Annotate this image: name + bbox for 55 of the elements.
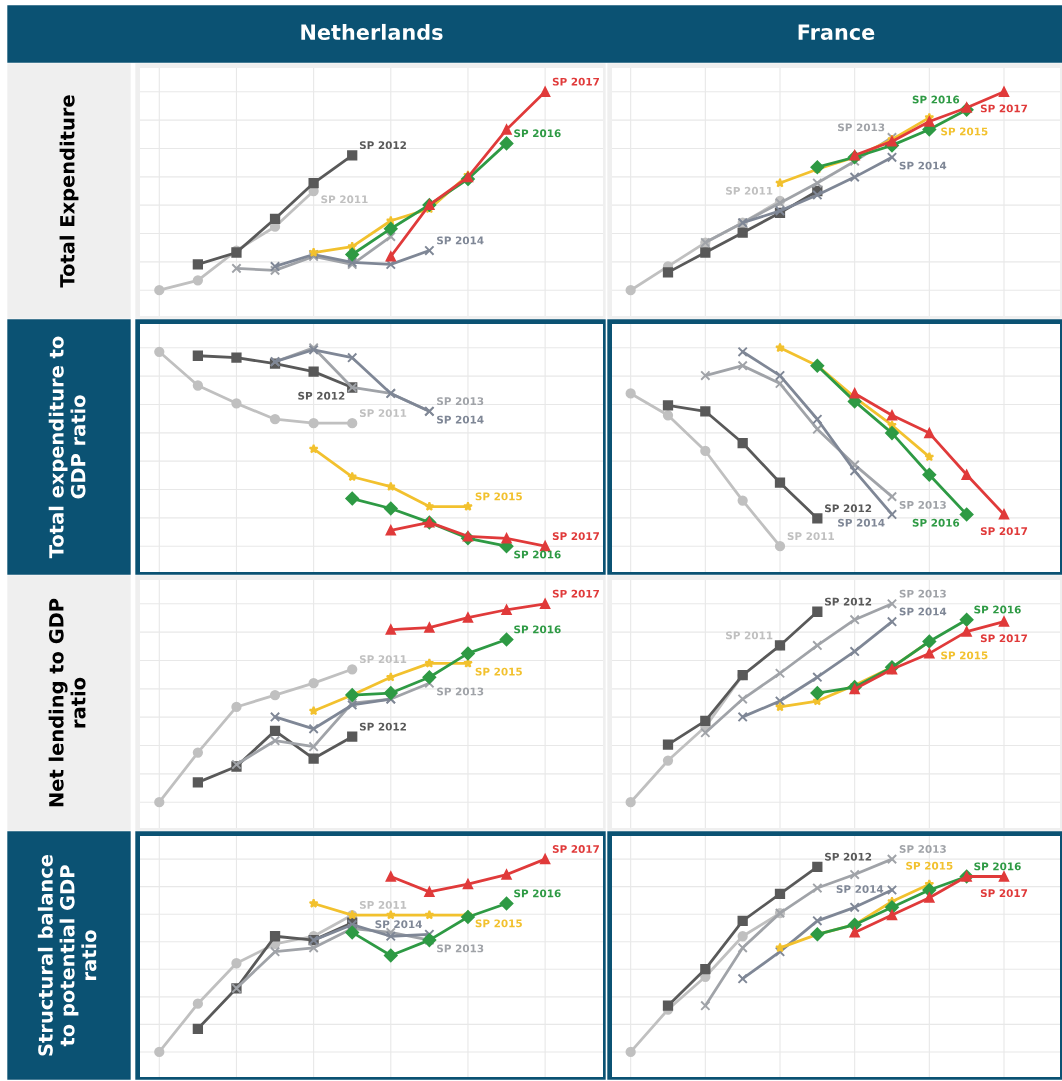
- series-label: SP 2017: [980, 527, 1028, 536]
- y-axis-title: Structural balance to potential GDP ratio: [37, 854, 97, 1056]
- series-label: SP 2012: [359, 722, 406, 731]
- series-label: SP 2015: [906, 861, 953, 870]
- series-label: SP 2016: [974, 862, 1021, 871]
- series-label: SP 2015: [475, 667, 522, 676]
- series-label: SP 2016: [514, 889, 561, 898]
- series-label: SP 2011: [359, 409, 407, 418]
- series-label: SP 2017: [552, 77, 599, 86]
- series-label: SP 2012: [359, 141, 406, 150]
- series-label: SP 2014: [437, 415, 484, 424]
- chart-title: France: [798, 24, 875, 41]
- series-label: SP 2016: [514, 625, 561, 634]
- series-label: SP 2013: [899, 500, 946, 509]
- series-label: SP 2015: [475, 919, 522, 928]
- series-label: SP 2017: [980, 889, 1028, 898]
- series-label: SP 2016: [514, 550, 561, 559]
- series-label: SP 2014: [899, 607, 947, 616]
- series-label: SP 2017: [552, 845, 599, 853]
- series-label: SP 2011: [787, 532, 834, 541]
- series-label: SP 2015: [475, 492, 522, 501]
- series-label: SP 2017: [980, 104, 1028, 113]
- series-label: SP 2016: [912, 518, 960, 527]
- series-label: SP 2011: [359, 900, 407, 909]
- series-label: SP 2016: [974, 605, 1021, 614]
- series-label: SP 2011: [726, 186, 773, 195]
- y-axis-title: Total expenditure to GDP ratio: [48, 336, 86, 559]
- series-label: SP 2017: [552, 589, 599, 598]
- series-label: SP 2013: [838, 123, 885, 132]
- series-label: SP 2014: [899, 161, 947, 170]
- series-label: SP 2011: [321, 195, 368, 204]
- series-label: SP 2013: [437, 944, 484, 953]
- chart-title: Netherlands: [301, 23, 443, 41]
- series-label: SP 2014: [838, 518, 885, 527]
- series-label: SP 2013: [899, 589, 946, 598]
- series-label: SP 2012: [825, 504, 872, 513]
- series-label: SP 2013: [437, 687, 484, 696]
- series-label: SP 2017: [552, 532, 599, 541]
- series-label: SP 2012: [825, 852, 872, 861]
- series-label: SP 2016: [514, 129, 561, 138]
- series-label: SP 2015: [941, 127, 988, 136]
- series-label: SP 2015: [941, 651, 988, 660]
- series-label: SP 2014: [836, 885, 884, 894]
- series-label: SP 2013: [899, 845, 946, 853]
- y-axis-title: Total Expenditure: [59, 95, 79, 288]
- series-label: SP 2016: [912, 95, 960, 104]
- series-label: SP 2011: [359, 655, 407, 664]
- series-label: SP 2012: [298, 391, 345, 400]
- series-label: SP 2017: [980, 634, 1028, 643]
- series-label: SP 2011: [726, 631, 773, 640]
- series-label: SP 2012: [825, 597, 872, 606]
- series-label: SP 2014: [375, 920, 422, 929]
- series-label: SP 2014: [437, 236, 484, 245]
- y-axis-title: Net lending to GDP ratio: [48, 598, 86, 807]
- series-label: SP 2013: [437, 397, 484, 406]
